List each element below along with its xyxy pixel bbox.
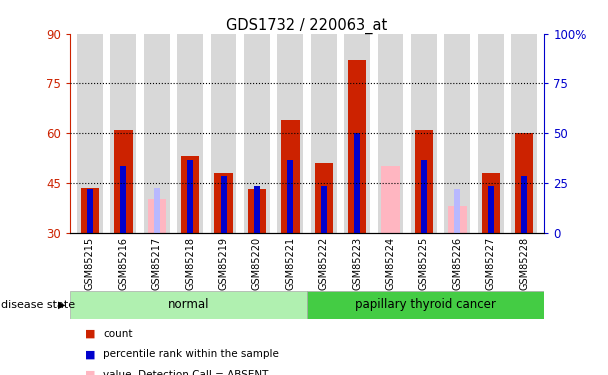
Bar <box>111 34 136 232</box>
Text: normal: normal <box>168 298 209 311</box>
Bar <box>215 173 233 232</box>
Bar <box>311 34 337 232</box>
Bar <box>148 200 166 232</box>
Text: GSM85221: GSM85221 <box>285 237 295 290</box>
Bar <box>415 130 433 232</box>
Text: GSM85222: GSM85222 <box>319 237 329 290</box>
Bar <box>81 188 99 232</box>
Bar <box>144 34 170 232</box>
Bar <box>448 206 466 232</box>
Text: ■: ■ <box>85 350 95 359</box>
Text: GSM85227: GSM85227 <box>486 237 496 290</box>
Bar <box>70 291 307 319</box>
Bar <box>378 34 403 232</box>
Text: papillary thyroid cancer: papillary thyroid cancer <box>355 298 496 311</box>
Text: GSM85223: GSM85223 <box>352 237 362 290</box>
Bar <box>421 160 427 232</box>
Bar <box>248 189 266 232</box>
Bar <box>120 166 126 232</box>
Text: ■: ■ <box>85 329 95 339</box>
Bar <box>211 34 237 232</box>
Text: GSM85215: GSM85215 <box>85 237 95 290</box>
Text: GSM85224: GSM85224 <box>385 237 396 290</box>
Bar <box>307 291 544 319</box>
Bar <box>254 186 260 232</box>
Text: GSM85219: GSM85219 <box>218 237 229 290</box>
Title: GDS1732 / 220063_at: GDS1732 / 220063_at <box>226 18 388 34</box>
Bar <box>288 160 293 232</box>
Bar <box>511 34 537 232</box>
Text: GSM85226: GSM85226 <box>452 237 462 290</box>
Text: count: count <box>103 329 133 339</box>
Text: ■: ■ <box>85 370 95 375</box>
Bar <box>488 186 494 232</box>
Text: GSM85216: GSM85216 <box>119 237 128 290</box>
Bar <box>411 34 437 232</box>
Bar <box>444 34 470 232</box>
Bar <box>348 60 367 232</box>
Bar <box>314 163 333 232</box>
Bar <box>381 166 399 232</box>
Bar <box>281 120 300 232</box>
Text: GSM85225: GSM85225 <box>419 237 429 290</box>
Bar <box>321 186 326 232</box>
Bar <box>344 34 370 232</box>
Bar <box>354 133 360 232</box>
Text: GSM85217: GSM85217 <box>152 237 162 290</box>
Bar <box>515 133 533 232</box>
Bar <box>114 130 133 232</box>
Bar <box>478 34 503 232</box>
Text: GSM85220: GSM85220 <box>252 237 262 290</box>
Text: GSM85218: GSM85218 <box>185 237 195 290</box>
Bar <box>221 176 227 232</box>
Bar <box>154 188 160 232</box>
Bar <box>521 176 527 232</box>
Bar <box>181 156 199 232</box>
Text: ▶: ▶ <box>58 300 65 310</box>
Text: percentile rank within the sample: percentile rank within the sample <box>103 350 279 359</box>
Bar <box>187 160 193 232</box>
Bar <box>454 189 460 232</box>
Bar <box>178 34 203 232</box>
Text: GSM85228: GSM85228 <box>519 237 529 290</box>
Bar <box>87 189 93 232</box>
Bar <box>244 34 270 232</box>
Bar <box>77 34 103 232</box>
Bar <box>277 34 303 232</box>
Bar <box>482 173 500 232</box>
Text: disease state: disease state <box>1 300 75 310</box>
Text: value, Detection Call = ABSENT: value, Detection Call = ABSENT <box>103 370 269 375</box>
